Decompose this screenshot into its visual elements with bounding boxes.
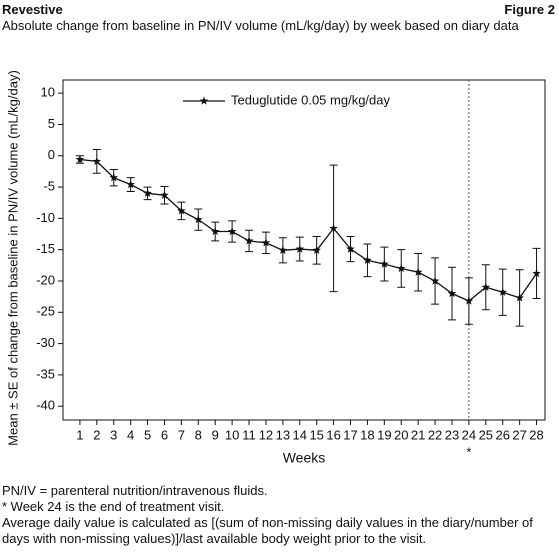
marker	[278, 245, 288, 254]
chart-title: Absolute change from baseline in PN/IV v…	[2, 18, 519, 33]
x-tick-label: 14	[293, 427, 307, 442]
x-tick-label: 8	[195, 427, 202, 442]
marker	[143, 188, 152, 197]
brand: Revestive	[2, 2, 63, 17]
footnotes: PN/IV = parenteral nutrition/intravenous…	[2, 483, 557, 547]
y-tick-label: 10	[41, 85, 55, 100]
y-tick-label: -30	[36, 335, 55, 350]
marker	[363, 255, 372, 264]
x-tick-label: 3	[110, 427, 117, 442]
marker	[498, 287, 507, 296]
x-tick-label: 2	[93, 427, 100, 442]
x-tick-label: 25	[479, 427, 493, 442]
marker	[109, 173, 119, 182]
x-tick-label: 27	[512, 427, 526, 442]
marker	[329, 223, 338, 233]
marker	[532, 268, 541, 278]
x-tick-label: 10	[225, 427, 239, 442]
x-tick-label: 11	[242, 427, 256, 442]
marker	[227, 227, 237, 236]
footnote: * Week 24 is the end of treatment visit.	[2, 499, 225, 514]
marker	[126, 180, 135, 189]
marker	[160, 190, 169, 199]
x-tick-label: 23	[445, 427, 459, 442]
marker	[244, 236, 254, 245]
x-tick-label: 13	[276, 427, 290, 442]
marker	[481, 282, 491, 291]
marker	[515, 293, 524, 302]
y-tick-label: 5	[48, 116, 55, 131]
x-tick-label: 19	[377, 427, 391, 442]
marker	[177, 206, 186, 215]
y-tick-label: -10	[36, 210, 55, 225]
x-tick-label: 9	[212, 427, 219, 442]
marker	[430, 276, 440, 285]
legend-label: Teduglutide 0.05 mg/kg/day	[231, 92, 390, 107]
x-tick-label: 21	[411, 427, 425, 442]
marker	[194, 215, 203, 224]
marker	[413, 267, 423, 276]
x-tick-label: 15	[309, 427, 323, 442]
marker	[261, 238, 271, 247]
reference-note: *	[466, 444, 471, 459]
marker	[464, 296, 474, 305]
data-line	[79, 158, 538, 302]
x-tick-label: 5	[144, 427, 151, 442]
marker	[92, 156, 102, 166]
marker	[447, 289, 457, 298]
x-tick-label: 16	[326, 427, 340, 442]
y-tick-label: -35	[36, 366, 55, 381]
footnote: PN/IV = parenteral nutrition/intravenous…	[2, 483, 268, 498]
x-tick-label: 24	[462, 427, 476, 442]
marker	[295, 244, 305, 253]
x-tick-label: 17	[343, 427, 357, 442]
x-tick-label: 22	[428, 427, 442, 442]
marker	[75, 155, 85, 164]
marker	[210, 227, 220, 236]
x-tick-label: 28	[529, 427, 543, 442]
x-tick-label: 12	[259, 427, 273, 442]
y-tick-label: -20	[36, 272, 55, 287]
y-axis-label: Mean ± SE of change from baseline in PN/…	[5, 70, 20, 446]
x-tick-label: 4	[127, 427, 134, 442]
x-tick-label: 1	[76, 427, 83, 442]
marker	[396, 263, 406, 273]
x-tick-label: 18	[360, 427, 374, 442]
footnote: Average daily value is calculated as [(s…	[2, 515, 533, 546]
x-tick-label: 26	[495, 427, 509, 442]
marker	[346, 244, 355, 253]
x-tick-label: 7	[178, 427, 185, 442]
y-tick-label: -25	[36, 304, 55, 319]
y-tick-label: -15	[36, 241, 55, 256]
chart: Mean ± SE of change from baseline in PN/…	[5, 70, 546, 466]
legend-marker	[199, 96, 209, 105]
marker	[380, 259, 389, 268]
x-axis-label: Weeks	[283, 450, 326, 466]
x-tick-label: 20	[394, 427, 408, 442]
y-tick-label: -5	[43, 179, 55, 194]
y-tick-label: -40	[36, 398, 55, 413]
figure-label: Figure 2	[504, 2, 555, 17]
y-tick-label: 0	[48, 147, 55, 162]
x-tick-label: 6	[161, 427, 168, 442]
marker	[312, 245, 321, 254]
